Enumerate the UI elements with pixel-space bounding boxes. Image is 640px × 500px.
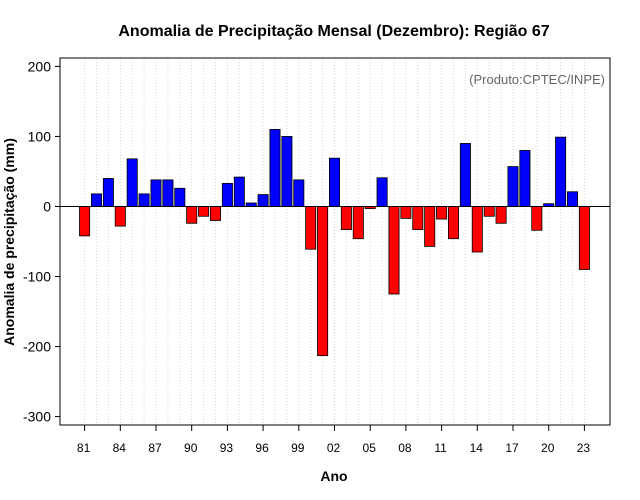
bar-1989	[174, 187, 186, 207]
bar-1990	[186, 206, 198, 224]
x-tick-label: 23	[577, 441, 591, 455]
bar-1987	[150, 179, 162, 207]
bar-2015	[483, 206, 495, 217]
y-tick-label: 100	[28, 128, 52, 144]
bar-2019	[531, 206, 543, 231]
bar-2003	[340, 206, 352, 230]
bar-2006	[376, 177, 388, 207]
bar-1991	[198, 206, 210, 217]
bar-1983	[102, 178, 114, 207]
x-tick-label: 93	[220, 441, 234, 455]
y-tick-label: -100	[23, 269, 51, 285]
x-axis: 81 84 87 90 93 96 99 02 05 08 11 14 17 20 23	[77, 425, 590, 455]
bar-1985	[126, 158, 138, 207]
bar-2013	[459, 143, 471, 207]
x-tick-label: 20	[541, 441, 555, 455]
y-axis: 200 100 0 -100 -200 -300	[23, 58, 60, 425]
x-tick-label: 05	[363, 441, 377, 455]
bar-1998	[281, 136, 293, 207]
gridlines	[84, 59, 585, 424]
chart-title: Anomalia de Precipitação Mensal (Dezembr…	[118, 23, 549, 40]
bar-2011	[436, 206, 448, 220]
bar-1995	[245, 202, 257, 207]
bar-2022	[567, 191, 579, 207]
bar-2016	[495, 206, 507, 224]
bar-2007	[388, 206, 400, 295]
bars	[79, 129, 590, 357]
bar-1988	[162, 179, 174, 207]
y-tick-label: -200	[23, 339, 51, 355]
y-tick-label: 200	[28, 58, 52, 74]
x-tick-label: 17	[505, 441, 519, 455]
bar-2023	[578, 206, 590, 270]
bar-1997	[269, 129, 281, 207]
y-tick-label: -300	[23, 409, 51, 425]
bar-1981	[79, 206, 91, 237]
x-tick-label: 90	[184, 441, 198, 455]
x-tick-label: 96	[255, 441, 269, 455]
bar-1986	[138, 193, 150, 207]
x-tick-label: 11	[434, 441, 447, 455]
bar-2004	[352, 206, 364, 240]
bar-1996	[257, 194, 269, 207]
bar-2014	[471, 206, 483, 253]
bar-2012	[447, 206, 459, 240]
bar-1992	[209, 206, 221, 221]
x-tick-label: 02	[327, 441, 341, 455]
bar-2018	[519, 150, 531, 207]
bar-2002	[328, 157, 340, 207]
bar-2001	[317, 206, 329, 357]
bar-1993	[221, 182, 233, 207]
y-tick-label: 0	[43, 198, 51, 214]
x-tick-label: 81	[77, 441, 91, 455]
y-axis-label: Anomalia de precipitação (mm)	[1, 138, 17, 346]
x-tick-label: 08	[398, 441, 412, 455]
x-tick-label: 84	[113, 441, 127, 455]
x-tick-label: 87	[148, 441, 162, 455]
bar-1994	[233, 176, 245, 207]
bar-1999	[293, 179, 305, 207]
source-annotation: (Produto:CPTEC/INPE)	[469, 72, 605, 87]
bar-2010	[424, 206, 436, 247]
x-tick-label: 99	[291, 441, 305, 455]
bar-2021	[555, 136, 567, 207]
bar-2008	[400, 206, 412, 219]
bar-1984	[114, 206, 126, 227]
x-tick-label: 14	[470, 441, 484, 455]
bar-2009	[412, 206, 424, 230]
bar-2000	[305, 206, 317, 250]
x-axis-label: Ano	[320, 468, 347, 484]
bar-1982	[91, 193, 103, 207]
bar-2017	[507, 166, 519, 207]
